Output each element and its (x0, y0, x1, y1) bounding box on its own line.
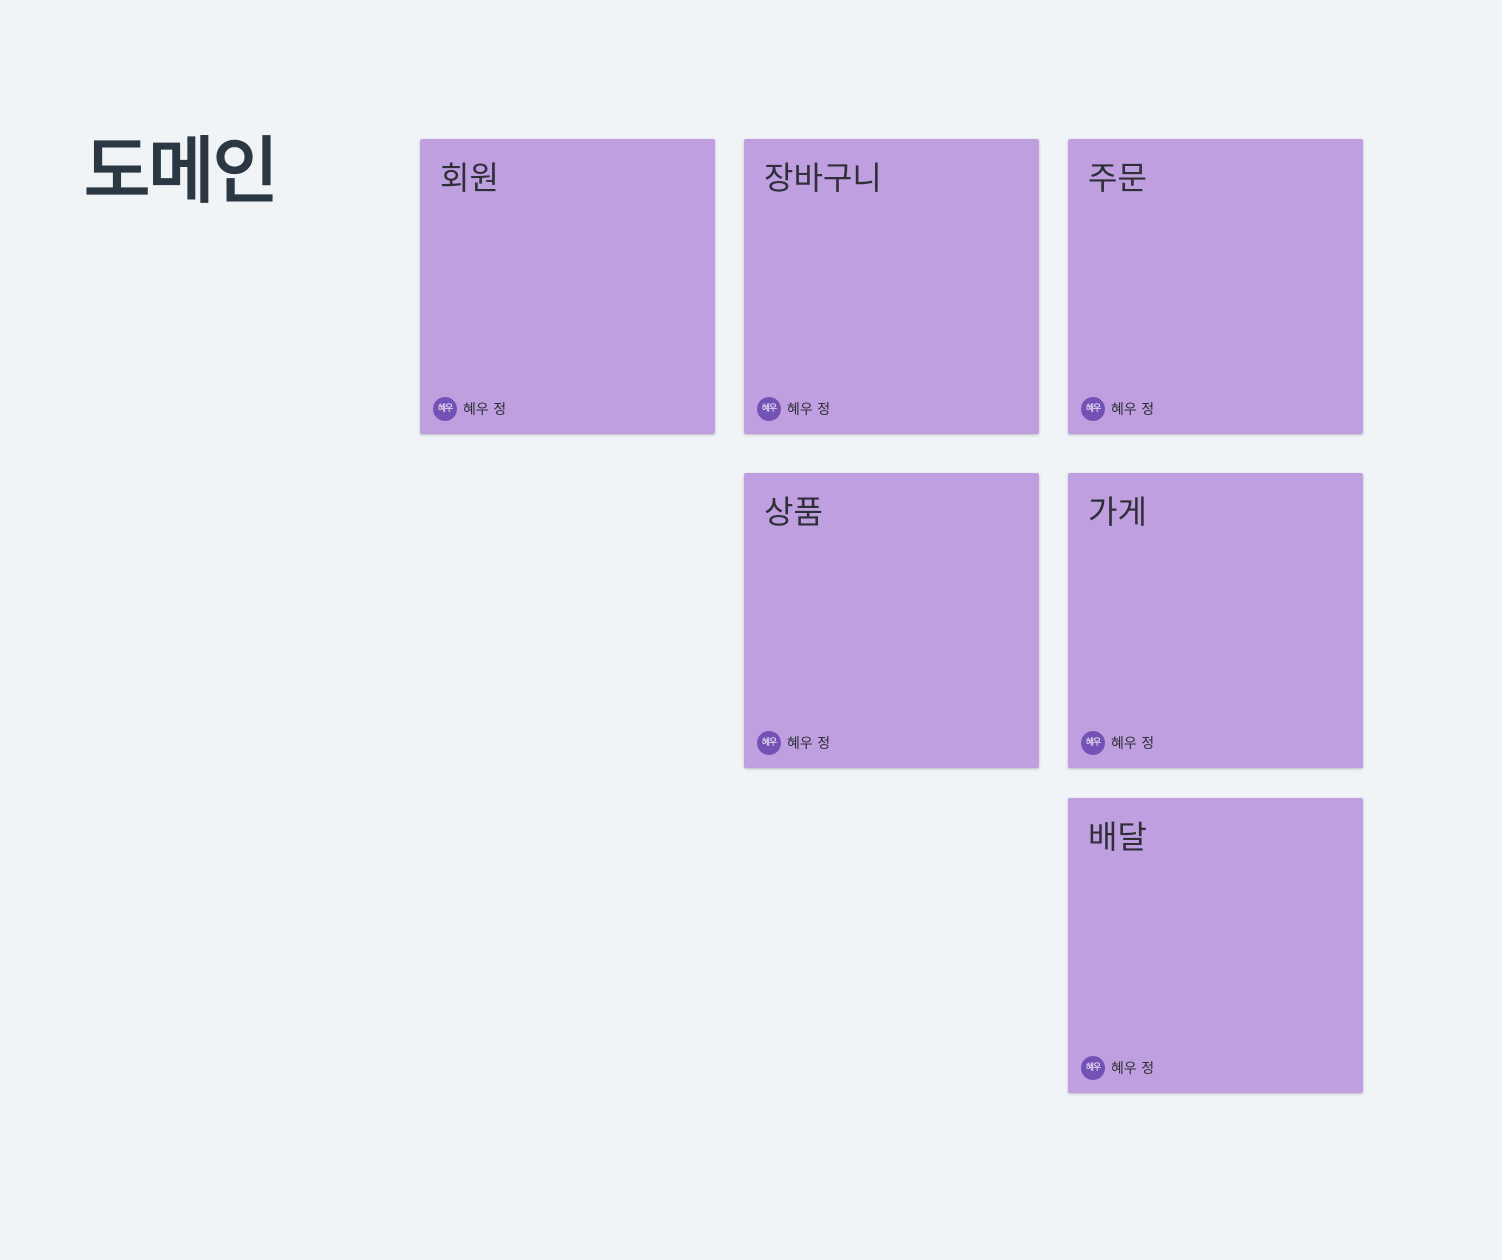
sticky-note-store[interactable]: 가게 혜우 혜우 정 (1068, 473, 1363, 768)
sticky-note-order[interactable]: 주문 혜우 혜우 정 (1068, 139, 1363, 434)
author-name: 혜우 정 (1111, 1061, 1155, 1077)
avatar: 혜우 (757, 397, 781, 421)
author-name: 혜우 정 (1111, 402, 1155, 418)
avatar: 혜우 (1081, 397, 1105, 421)
sticky-note-cart[interactable]: 장바구니 혜우 혜우 정 (744, 139, 1039, 434)
sticky-note-title[interactable]: 주문 (1088, 159, 1147, 197)
sticky-note-author: 혜우 혜우 정 (757, 397, 830, 421)
sticky-note-title[interactable]: 배달 (1088, 818, 1147, 856)
sticky-note-author: 혜우 혜우 정 (1081, 731, 1154, 755)
sticky-note-author: 혜우 혜우 정 (1081, 1056, 1154, 1080)
sticky-note-title[interactable]: 상품 (764, 493, 823, 531)
sticky-note-title[interactable]: 장바구니 (764, 159, 882, 197)
sticky-note-member[interactable]: 회원 혜우 혜우 정 (420, 139, 715, 434)
avatar: 혜우 (1081, 731, 1105, 755)
author-name: 혜우 정 (1111, 736, 1155, 752)
sticky-note-title[interactable]: 회원 (440, 159, 499, 197)
avatar: 혜우 (757, 731, 781, 755)
avatar: 혜우 (1081, 1056, 1105, 1080)
avatar: 혜우 (433, 397, 457, 421)
sticky-note-delivery[interactable]: 배달 혜우 혜우 정 (1068, 798, 1363, 1093)
author-name: 혜우 정 (787, 736, 831, 752)
sticky-note-author: 혜우 혜우 정 (1081, 397, 1154, 421)
author-name: 혜우 정 (787, 402, 831, 418)
board-title: 도메인 (84, 129, 279, 213)
author-name: 혜우 정 (463, 402, 507, 418)
sticky-note-author: 혜우 혜우 정 (433, 397, 506, 421)
sticky-note-title[interactable]: 가게 (1088, 493, 1147, 531)
sticky-note-product[interactable]: 상품 혜우 혜우 정 (744, 473, 1039, 768)
sticky-note-author: 혜우 혜우 정 (757, 731, 830, 755)
